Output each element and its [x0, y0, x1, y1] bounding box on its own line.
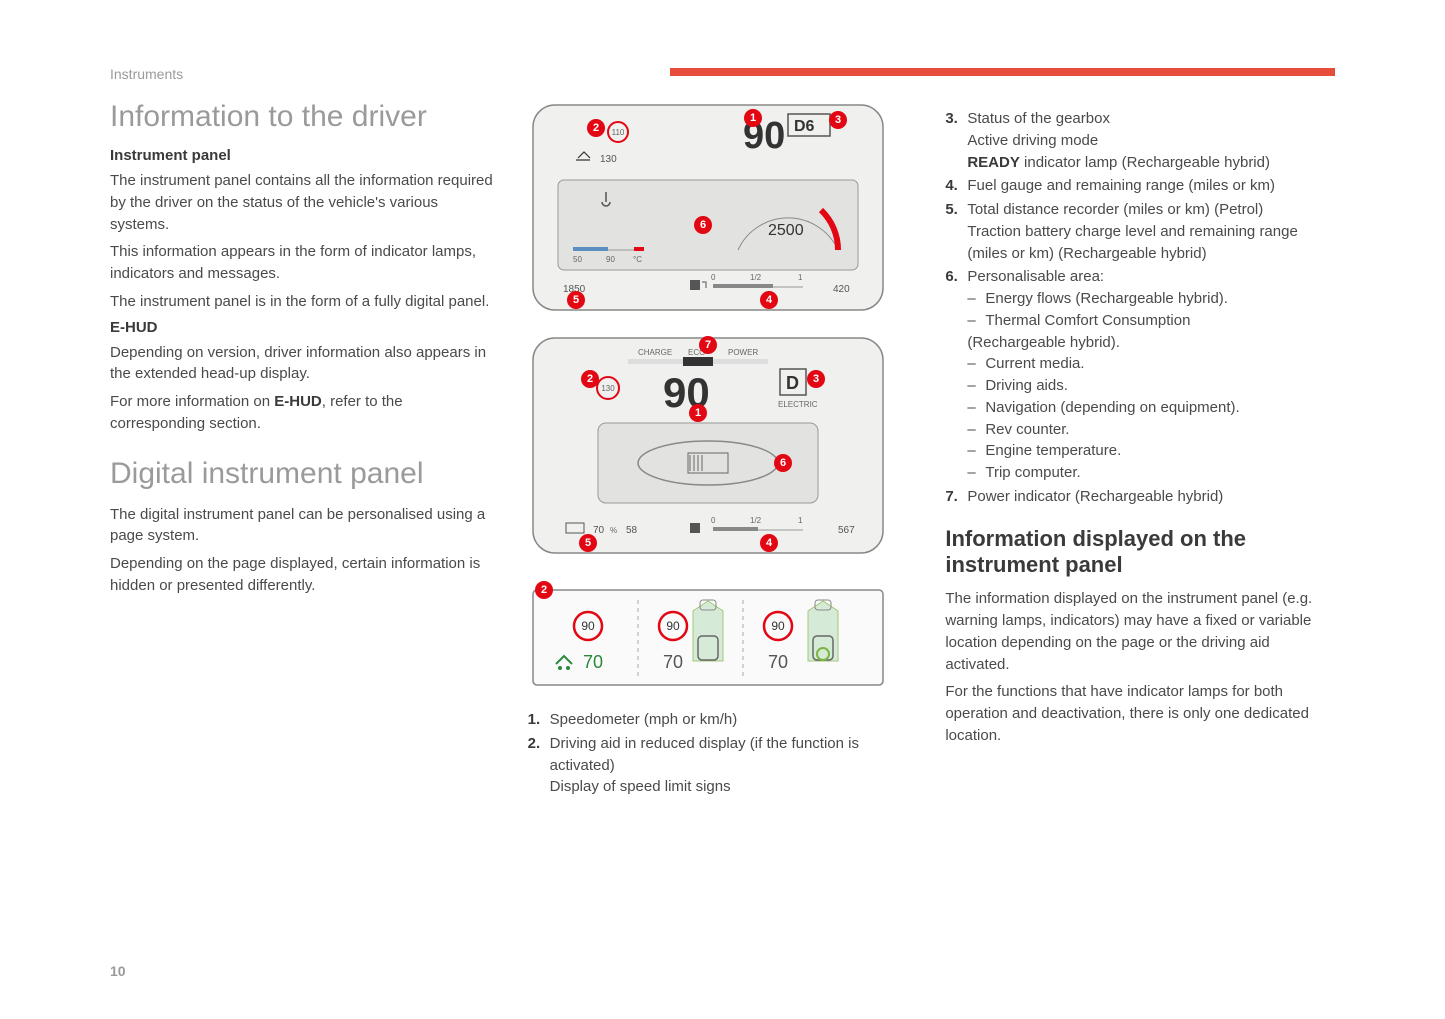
svg-text:2500: 2500 [768, 222, 804, 239]
svg-text:1: 1 [750, 112, 756, 124]
legend-list-col3: 3. Status of the gearbox Active driving … [945, 108, 1335, 508]
svg-text:70: 70 [663, 652, 683, 672]
svg-text:70: 70 [583, 652, 603, 672]
list-item: 4.Fuel gauge and remaining range (miles … [945, 175, 1335, 197]
column-1: Information to the driver Instrument pan… [110, 100, 500, 806]
svg-text:6: 6 [780, 457, 786, 469]
svg-text:4: 4 [766, 294, 773, 306]
para: Depending on the page displayed, certain… [110, 553, 500, 597]
legend-list-col2: 1.Speedometer (mph or km/h) 2.Driving ai… [528, 709, 918, 798]
svg-text:90: 90 [666, 619, 680, 633]
svg-text:110: 110 [611, 128, 624, 137]
header-accent-bar [670, 68, 1335, 76]
para: Depending on version, driver information… [110, 342, 500, 386]
svg-text:90: 90 [606, 255, 615, 264]
heading-info-displayed: Information displayed on the instrument … [945, 526, 1335, 579]
svg-text:%: % [610, 526, 617, 535]
column-3: 3. Status of the gearbox Active driving … [945, 100, 1335, 806]
svg-text:2: 2 [541, 584, 547, 596]
svg-text:70: 70 [768, 652, 788, 672]
page-number: 10 [110, 963, 126, 979]
subhead-ehud: E-HUD [110, 319, 500, 336]
svg-text:90: 90 [771, 619, 785, 633]
svg-text:1: 1 [798, 273, 803, 282]
para: The instrument panel contains all the in… [110, 170, 500, 235]
svg-text:3: 3 [813, 373, 819, 385]
list-item: 7.Power indicator (Rechargeable hybrid) [945, 486, 1335, 508]
svg-text:58: 58 [626, 525, 638, 536]
svg-text:D: D [786, 373, 799, 393]
para: The digital instrument panel can be pers… [110, 504, 500, 548]
svg-text:70: 70 [593, 525, 605, 536]
column-2: 90 D6 110 130 50 90 °C 2500 1850 420 [528, 100, 918, 806]
svg-text:D6: D6 [794, 118, 815, 135]
svg-text:50: 50 [573, 255, 582, 264]
subhead-instrument-panel: Instrument panel [110, 147, 500, 164]
diagram-petrol-panel: 90 D6 110 130 50 90 °C 2500 1850 420 [528, 100, 888, 315]
heading-digital-panel: Digital instrument panel [110, 457, 500, 490]
list-item: 6. Personalisable area: Energy flows (Re… [945, 266, 1335, 484]
list-item: 5. Total distance recorder (miles or km)… [945, 199, 1335, 264]
svg-text:567: 567 [838, 525, 855, 536]
svg-text:90: 90 [581, 619, 595, 633]
para: For the functions that have indicator la… [945, 681, 1335, 746]
svg-text:1: 1 [695, 407, 701, 419]
svg-text:1/2: 1/2 [750, 516, 762, 525]
svg-text:°C: °C [633, 255, 642, 264]
svg-text:3: 3 [835, 114, 841, 126]
svg-text:4: 4 [766, 537, 773, 549]
svg-text:1/2: 1/2 [750, 273, 762, 282]
svg-text:0: 0 [711, 516, 716, 525]
section-label: Instruments [110, 66, 183, 82]
svg-text:CHARGE: CHARGE [638, 348, 672, 357]
svg-text:130: 130 [601, 384, 615, 393]
diagram-hybrid-panel: CHARGE ECO POWER 90 D ELECTRIC 130 70 % … [528, 333, 888, 558]
para: For more information on E-HUD, refer to … [110, 391, 500, 435]
diagram-hud-strip: 2 90 70 90 70 90 70 [528, 576, 888, 691]
svg-text:130: 130 [600, 154, 617, 165]
list-item: 1.Speedometer (mph or km/h) [528, 709, 918, 731]
heading-info-driver: Information to the driver [110, 100, 500, 133]
svg-text:420: 420 [833, 284, 850, 295]
para: The information displayed on the instrum… [945, 588, 1335, 675]
svg-text:2: 2 [593, 122, 599, 134]
svg-text:6: 6 [700, 219, 706, 231]
svg-text:1: 1 [798, 516, 803, 525]
svg-text:0: 0 [711, 273, 716, 282]
svg-text:POWER: POWER [728, 348, 758, 357]
svg-text:5: 5 [573, 294, 579, 306]
list-item: 3. Status of the gearbox Active driving … [945, 108, 1335, 173]
content-columns: Information to the driver Instrument pan… [110, 100, 1335, 806]
para: The instrument panel is in the form of a… [110, 291, 500, 313]
list-item: 2.Driving aid in reduced display (if the… [528, 733, 918, 798]
svg-text:7: 7 [705, 339, 711, 351]
svg-text:ELECTRIC: ELECTRIC [778, 400, 818, 409]
svg-text:5: 5 [585, 537, 591, 549]
para: This information appears in the form of … [110, 241, 500, 285]
svg-text:2: 2 [587, 373, 593, 385]
